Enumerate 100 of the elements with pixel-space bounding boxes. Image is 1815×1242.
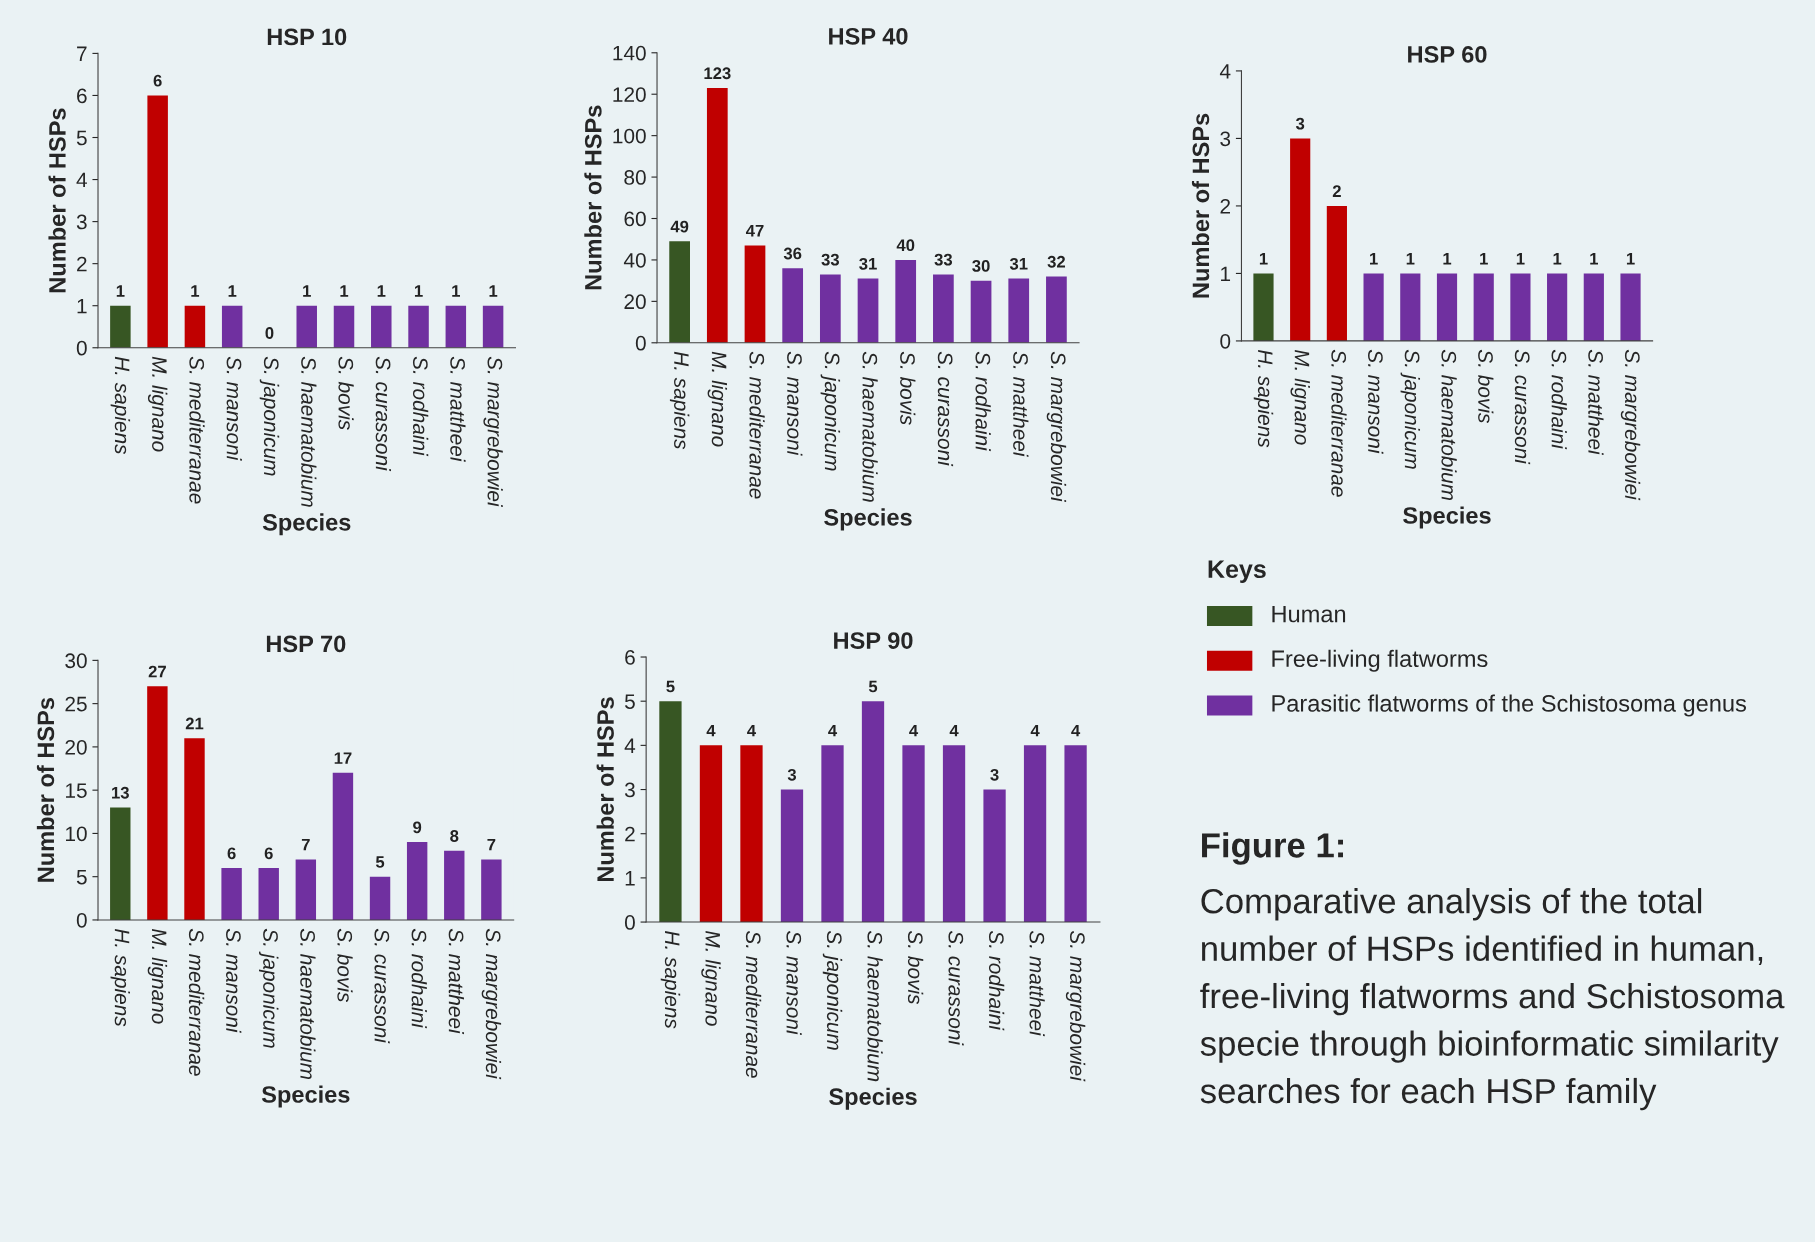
data-label: 49 (670, 220, 689, 233)
data-label: 1 (191, 285, 200, 297)
y-tick-label: 60 (624, 211, 646, 227)
bar (184, 738, 205, 920)
y-tick-label: 0 (1220, 333, 1231, 349)
data-label: 6 (153, 74, 162, 87)
y-tick-label: 20 (65, 739, 87, 755)
y-tick-label: 10 (66, 826, 87, 842)
data-label: 4 (909, 724, 919, 737)
bar (1510, 273, 1531, 341)
x-tick-label: H. sapiens (110, 356, 131, 455)
bar (369, 876, 391, 920)
x-tick-label: S. curassoni (1514, 349, 1531, 465)
x-axis-title: Species (829, 1087, 917, 1110)
bar (970, 280, 992, 343)
y-tick-label: 1 (77, 298, 87, 314)
bar (1583, 273, 1604, 341)
data-label: 0 (265, 327, 274, 339)
data-label: 1 (489, 285, 498, 297)
x-tick-label: S. rodhaini (412, 356, 429, 457)
x-tick-label: S. bovis (1478, 349, 1494, 423)
bar (1547, 273, 1568, 341)
bar (1023, 745, 1047, 923)
x-tick-label: S. mansoni (226, 356, 242, 461)
y-tick-label: 0 (624, 915, 635, 930)
x-tick-label: S. haematobium (301, 356, 317, 507)
x-tick-label: S. margrebowiei (1046, 351, 1067, 503)
y-tick-label: 6 (625, 650, 635, 665)
bar (780, 789, 804, 923)
y-tick-label: 1 (625, 871, 635, 886)
x-tick-label: S. mansoni (786, 930, 802, 1036)
x-tick-label: S. mattheei (1588, 349, 1604, 456)
data-label: 4 (706, 724, 716, 737)
bar (221, 868, 242, 920)
y-tick-label: 5 (76, 869, 87, 885)
x-tick-label: S. rodhaini (411, 928, 427, 1029)
x-axis-title: Species (262, 513, 351, 536)
data-label: 1 (1259, 252, 1268, 265)
bar (819, 274, 841, 343)
data-label: 33 (934, 253, 953, 266)
x-tick-label: S. bovis (900, 351, 916, 425)
bar (983, 789, 1006, 923)
y-tick-label: 20 (624, 294, 646, 310)
y-tick-label: 40 (623, 252, 646, 268)
data-label: 1 (340, 285, 349, 297)
data-label: 1 (1443, 252, 1452, 265)
data-label: 5 (868, 680, 878, 693)
bar (332, 772, 354, 920)
x-tick-label: S. mattheei (1013, 351, 1029, 457)
x-tick-label: M. lignano (701, 931, 721, 1026)
x-tick-label: M. lignano (147, 356, 168, 452)
x-tick-label: S. mansoni (787, 351, 803, 456)
y-tick-label: 7 (77, 46, 87, 61)
data-label: 47 (745, 224, 764, 237)
x-tick-label: S. mediterranae (745, 930, 762, 1078)
data-label: 1 (303, 285, 311, 297)
data-label: 1 (377, 285, 386, 297)
y-tick-label: 4 (76, 172, 87, 188)
bar (782, 268, 804, 343)
x-tick-label: S. haematobium (1441, 349, 1457, 500)
bar (1326, 205, 1347, 341)
category-label: Parasitic flatworms of the Schistosoma genus (1272, 694, 1747, 717)
chart-title: HSP 70 (266, 635, 346, 653)
bar (1253, 273, 1274, 341)
y-tick-label: 2 (1220, 198, 1230, 214)
bar (295, 859, 317, 920)
data-label: 1 (1590, 252, 1598, 265)
data-label: 40 (896, 239, 915, 252)
y-tick-label: 100 (613, 128, 646, 144)
bar (1008, 278, 1030, 343)
x-tick-label: S. rodhaini (1551, 349, 1567, 450)
x-tick-label: M. lignano (707, 351, 728, 447)
x-tick-label: S. mediterranae (749, 351, 765, 499)
y-tick-label: 120 (613, 87, 646, 102)
y-tick-label: 0 (76, 912, 87, 928)
data-label: 2 (1332, 185, 1341, 197)
chart-title: HSP 60 (1408, 46, 1487, 63)
data-label: 1 (1480, 252, 1488, 265)
data-label: 1 (1370, 252, 1378, 265)
y-tick-label: 140 (613, 45, 646, 61)
bar (1473, 273, 1494, 341)
data-label: 3 (990, 768, 999, 781)
y-tick-label: 1 (1221, 266, 1231, 281)
bar (902, 745, 925, 923)
data-label: 8 (450, 830, 459, 842)
legend-title: Keys (1208, 560, 1266, 583)
data-label: 1 (1516, 252, 1525, 265)
data-label: 33 (821, 253, 840, 266)
y-tick-label: 6 (77, 88, 87, 104)
bar (669, 241, 690, 343)
x-tick-label: S. rodhaini (975, 351, 991, 452)
data-label: 4 (747, 724, 757, 737)
data-label: 30 (972, 260, 990, 272)
data-label: 32 (1047, 255, 1066, 268)
bar (1290, 138, 1311, 341)
chart-title: HSP 90 (834, 632, 913, 649)
x-tick-label: M. lignano (1290, 349, 1310, 445)
y-tick-label: 5 (624, 694, 635, 709)
x-tick-label: H. sapiens (660, 931, 681, 1029)
data-label: 9 (413, 821, 422, 834)
